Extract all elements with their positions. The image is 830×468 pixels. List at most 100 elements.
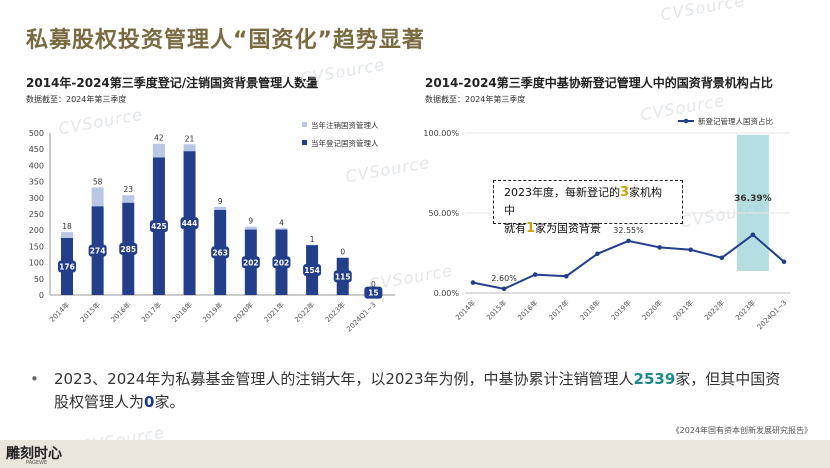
bar-cancelled	[183, 144, 196, 152]
left-chart-subtitle: 数据截至：2024年第三季度	[26, 95, 127, 104]
bar-label-bg	[88, 244, 107, 257]
cancelled-value-label: 4	[279, 218, 284, 227]
bar-cancelled	[91, 187, 104, 207]
y-tick-label: 250	[29, 210, 44, 219]
y-tick-label: 0	[39, 291, 44, 300]
left-chart-title: 2014年-2024第三季度登记/注销国资背景管理人数量	[26, 76, 319, 90]
data-point	[501, 286, 507, 292]
legend-swatch-cancelled	[302, 122, 307, 127]
summary-bullet: • 2023、2024年为私募基金管理人的注销大年，以2023年为例，中基协累计…	[30, 370, 781, 411]
bar-value-label: 115	[335, 272, 351, 281]
x-tick-label: 2014年	[453, 298, 477, 322]
bar-value-label: 274	[90, 247, 106, 256]
x-tick-label: 2018年	[170, 300, 194, 324]
bar-value-label: 202	[243, 258, 259, 267]
cancelled-value-label: 9	[248, 217, 253, 226]
x-tick-label: 2021年	[262, 300, 286, 324]
bar-cancelled	[61, 232, 73, 238]
legend-label-registered: 当年登记国资管理人	[311, 138, 379, 148]
bar-value-label: 15	[368, 289, 378, 298]
cancelled-value-label: 1	[310, 235, 315, 244]
y-tick-label: 50.00%	[428, 209, 459, 218]
bar-label-bg	[180, 217, 199, 230]
x-tick-label: 2016年	[516, 298, 540, 322]
bar-value-label: 176	[59, 262, 75, 271]
x-tick-label: 2019年	[609, 298, 633, 322]
bar-label-bg	[272, 256, 291, 269]
bar-label-bg	[241, 256, 260, 269]
data-point	[688, 247, 693, 253]
bar-value-label: 154	[304, 266, 320, 275]
bar-cancelled	[214, 206, 227, 210]
data-label: 2.60%	[491, 274, 517, 283]
data-label: 32.55%	[613, 226, 644, 235]
bar-label-bg	[149, 220, 168, 233]
x-tick-label: 2019年	[201, 300, 225, 324]
data-point	[657, 245, 662, 250]
bar-label-bg	[333, 270, 352, 283]
x-tick-label: 2022年	[702, 298, 726, 322]
bar-label-bg	[364, 286, 383, 299]
bar-value-label: 263	[212, 248, 228, 257]
brand-logo: 雕刻时心	[6, 446, 62, 462]
data-point	[781, 259, 787, 265]
source-note: 《2024年国有资本创新发展研究报告》	[671, 426, 812, 435]
x-tick-label: 2014年	[47, 300, 71, 324]
bar-cancelled	[244, 226, 257, 230]
bar-value-label: 425	[151, 222, 167, 231]
data-point	[564, 273, 569, 279]
cancelled-value-label: 9	[218, 197, 223, 206]
bar-label-bg	[119, 242, 138, 255]
y-tick-label: 0.00%	[434, 289, 460, 298]
brand-logo-sub: PAGEWE	[26, 460, 48, 466]
y-tick-label: 150	[29, 242, 44, 251]
cancelled-value-label: 21	[185, 134, 195, 143]
y-tick-label: 100.00%	[423, 129, 459, 138]
y-tick-label: 450	[29, 145, 44, 154]
bar-value-label: 444	[182, 219, 198, 228]
y-tick-label: 350	[29, 178, 44, 187]
y-tick-label: 500	[29, 129, 44, 138]
x-tick-label: 2016年	[109, 300, 133, 324]
y-tick-label: 300	[29, 194, 44, 203]
y-tick-label: 200	[29, 226, 44, 235]
x-tick-label: 2021年	[671, 298, 695, 322]
bar-label-bg	[211, 246, 230, 259]
x-tick-label: 2020年	[231, 300, 255, 324]
cancelled-value-label: 0	[371, 280, 376, 289]
data-point	[470, 280, 476, 285]
page-title: 私募股权投资管理人“国资化”趋势显著	[26, 28, 425, 53]
legend-swatch-registered	[302, 140, 307, 145]
footer-bar	[0, 440, 830, 468]
annotation-box: 2023年度，每新登记的3家机构中 就有1家为国资背景	[493, 180, 683, 236]
x-tick-label: 2015年	[485, 298, 509, 322]
bar-label-bg	[303, 264, 322, 277]
legend-label-cancelled: 当年注销国资管理人	[311, 120, 379, 130]
x-tick-label: 2015年	[78, 300, 102, 324]
data-point	[626, 238, 631, 244]
bar-label-bg	[58, 260, 76, 273]
cancelled-value-label: 18	[62, 222, 72, 231]
highlight-band	[736, 135, 769, 271]
x-tick-label: 2023年	[733, 298, 757, 322]
x-tick-label: 2018年	[578, 298, 602, 322]
right-chart-title: 2014-2024第三季度中基协新登记管理人中的国资背景机构占比	[425, 76, 773, 90]
y-tick-label: 50	[34, 275, 44, 284]
y-tick-label: 400	[29, 161, 44, 170]
right-chart-subtitle: 数据截至：2024年第三季度	[425, 95, 526, 104]
x-tick-label: 2024Q1~3	[756, 299, 789, 332]
bar-value-label: 285	[120, 245, 136, 254]
data-label: 36.39%	[734, 194, 772, 204]
x-tick-label: 2022年	[293, 300, 317, 324]
cancelled-value-label: 42	[154, 134, 164, 143]
cancelled-value-label: 58	[93, 177, 103, 186]
x-tick-label: 2024Q1~3	[345, 301, 378, 334]
y-tick-label: 100	[29, 259, 44, 268]
x-tick-label: 2020年	[640, 298, 664, 322]
x-tick-label: 2017年	[139, 300, 163, 324]
data-point	[719, 255, 725, 261]
bar-cancelled	[275, 228, 288, 230]
bar-value-label: 202	[274, 258, 290, 267]
cancelled-value-label: 0	[340, 248, 345, 257]
